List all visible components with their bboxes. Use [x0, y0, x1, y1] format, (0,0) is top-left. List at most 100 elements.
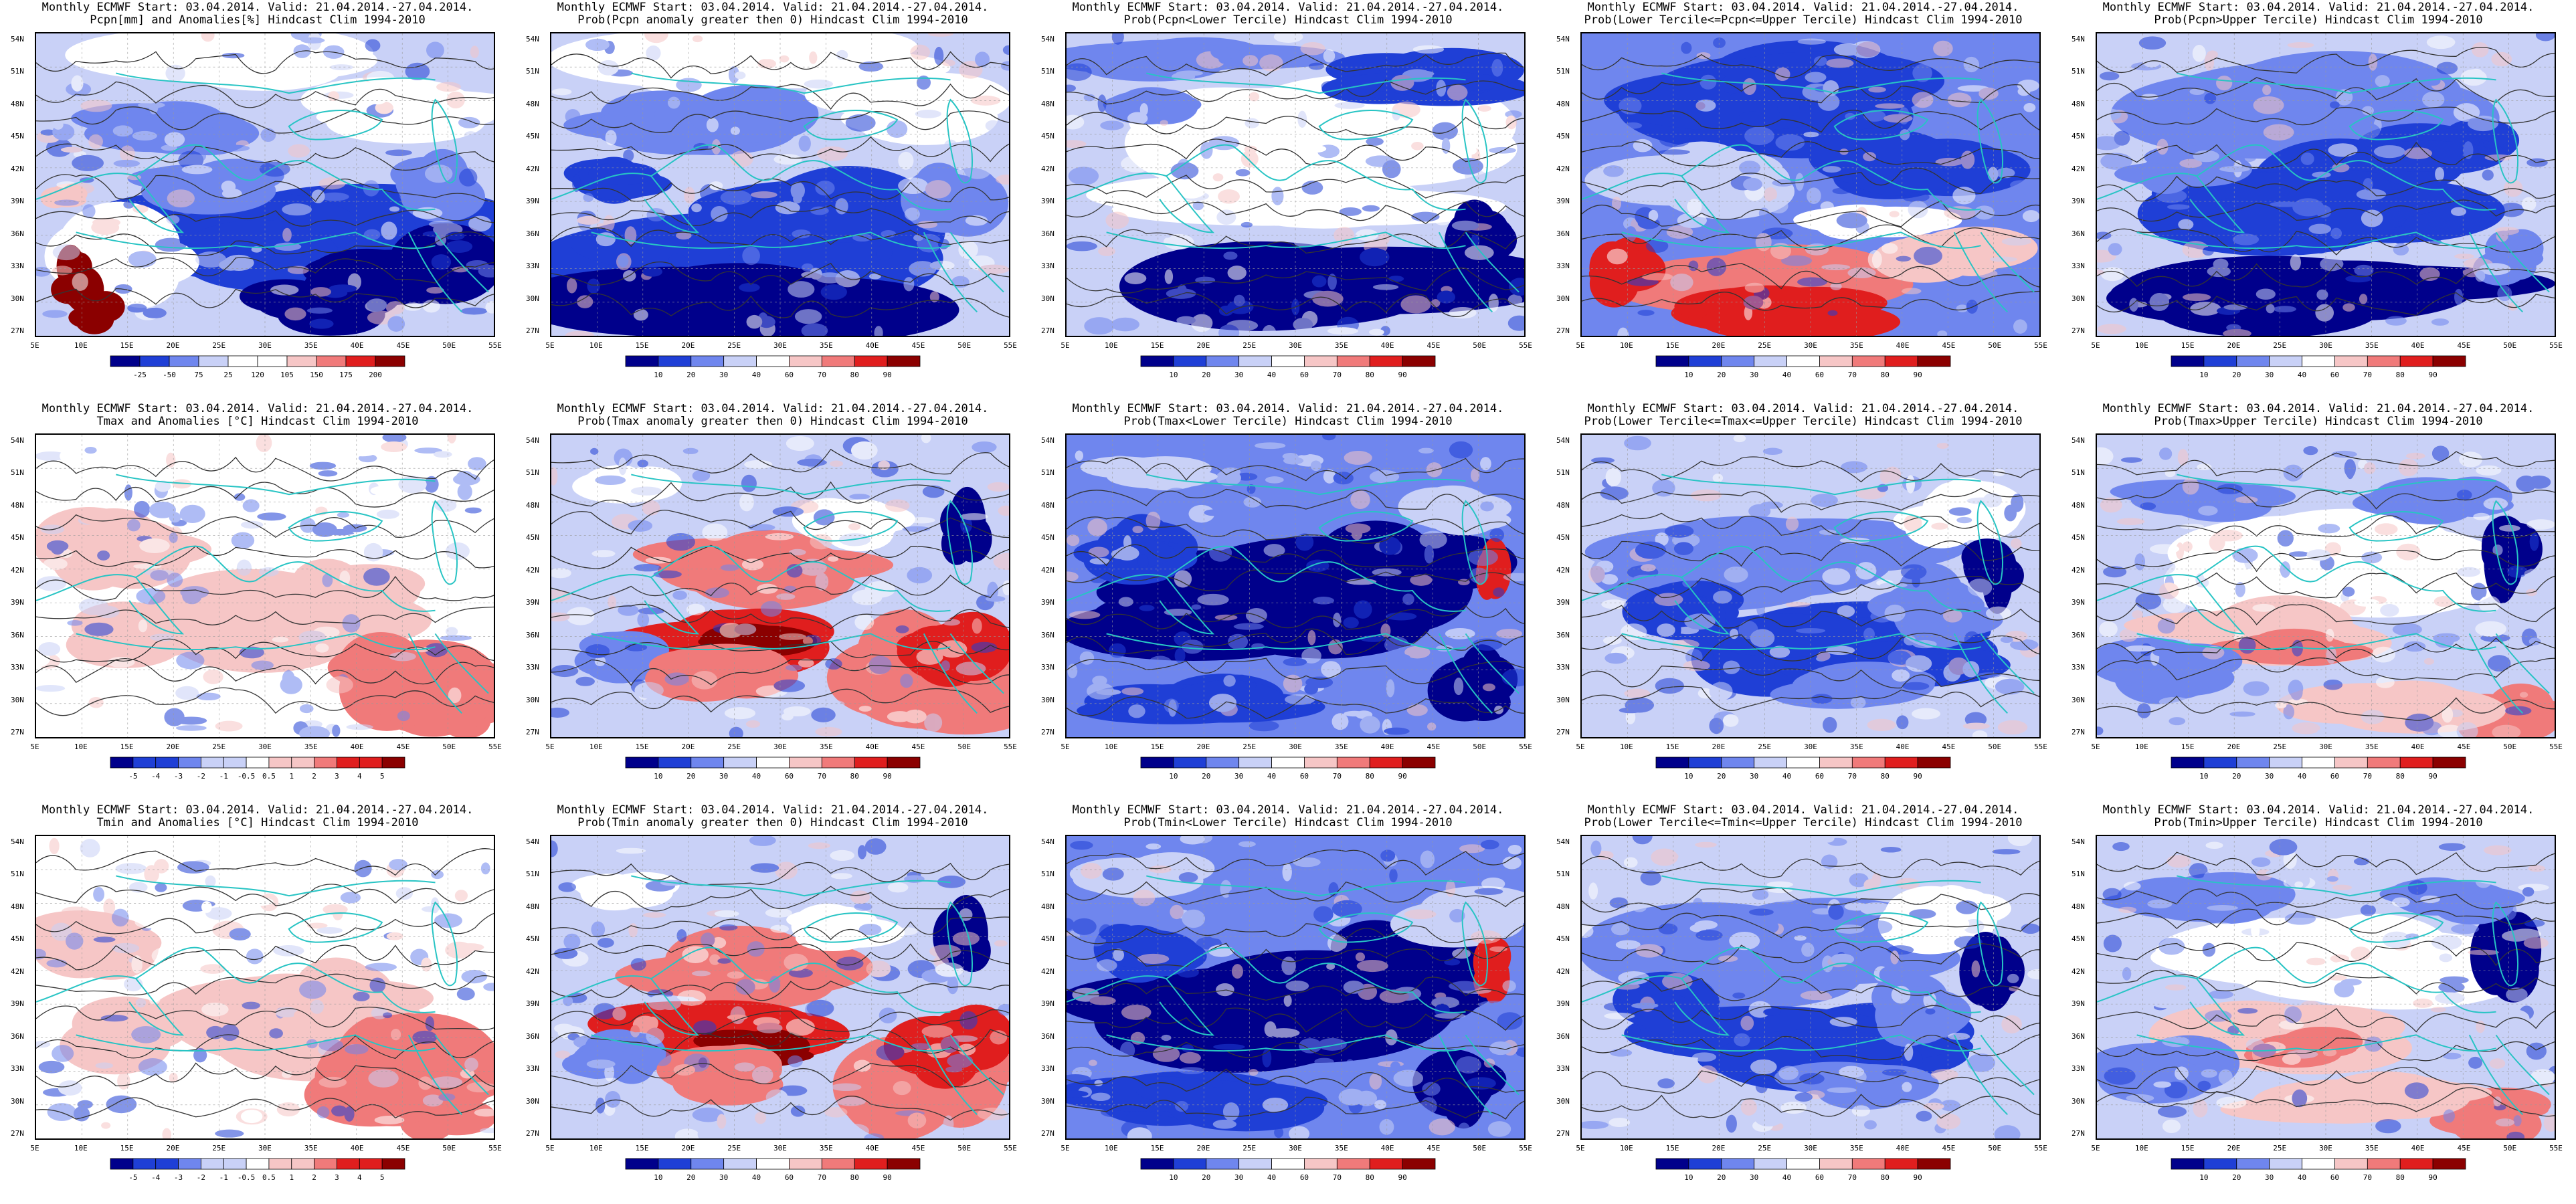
colorbar-tick-label: 60 [1815, 1173, 1825, 1182]
colorbar-tick-label: 30 [1750, 1173, 1759, 1182]
panel-title-line2: Prob(Tmax anomaly greater then 0) Hindca… [577, 415, 968, 428]
longitude-label: 20E [1196, 742, 1210, 751]
longitude-label: 30E [2319, 742, 2332, 751]
colorbar-tick-label: 2 [312, 1173, 316, 1182]
colorbar [1655, 355, 1951, 367]
latitude-label: 54N [11, 837, 24, 846]
latitude-label: 33N [11, 262, 24, 271]
panel-title-line1: Monthly ECMWF Start: 03.04.2014. Valid: … [1587, 803, 2019, 817]
colorbar [625, 1158, 921, 1170]
colorbar [110, 355, 405, 367]
longitude-label: 30E [1289, 1144, 1302, 1152]
longitude-label: 40E [1896, 742, 1910, 751]
latitude-label: 42N [1041, 565, 1054, 575]
colorbar [1140, 757, 1436, 769]
latitude-label: 45N [1556, 533, 1570, 542]
longitude-label: 55E [2549, 742, 2563, 751]
colorbar-tick-label: 80 [1365, 371, 1374, 379]
latitude-label: 30N [1556, 294, 1570, 303]
colorbar-tick-label: 80 [1880, 371, 1890, 379]
longitude-label: 15E [635, 742, 649, 751]
colorbar-tick-label: -3 [173, 772, 183, 781]
panel-title-line2: Prob(Lower Tercile<=Pcpn<=Upper Tercile)… [1584, 13, 2023, 27]
colorbar-tick-label: 60 [1815, 371, 1825, 379]
latitude-label: 42N [11, 565, 24, 575]
colorbar-tick-label: 30 [719, 371, 729, 379]
latitude-label: 45N [2072, 934, 2085, 944]
colorbar-tick-label: 40 [1782, 1173, 1792, 1182]
longitude-label: 45E [911, 1144, 925, 1152]
longitude-label: 55E [488, 742, 502, 751]
longitude-label: 5E [1576, 341, 1585, 350]
latitude-label: 39N [11, 598, 24, 607]
longitude-label: 50E [1988, 1144, 2002, 1152]
longitude-label: 30E [773, 341, 787, 350]
latitude-label: 30N [2072, 1096, 2085, 1106]
latitude-label: 45N [2072, 132, 2085, 141]
map-panel: Monthly ECMWF Start: 03.04.2014. Valid: … [1546, 401, 2061, 803]
colorbar-tick-label: 10 [654, 1173, 663, 1182]
colorbar-tick-label: 105 [280, 371, 294, 379]
longitude-label: 50E [957, 742, 972, 751]
longitude-label: 30E [258, 1144, 272, 1152]
latitude-label: 39N [1556, 197, 1570, 206]
latitude-label: 36N [2072, 630, 2085, 639]
colorbar-tick-label: -5 [128, 772, 138, 781]
map-panel: Monthly ECMWF Start: 03.04.2014. Valid: … [0, 401, 515, 803]
latitude-label: 27N [1041, 1129, 1054, 1138]
longitude-label: 30E [2319, 341, 2332, 350]
latitude-label: 51N [1041, 468, 1054, 478]
latitude-label: 51N [11, 67, 24, 76]
longitude-label: 40E [2411, 341, 2425, 350]
panel-title-line1: Monthly ECMWF Start: 03.04.2014. Valid: … [2102, 1, 2535, 14]
latitude-label: 54N [526, 35, 539, 43]
colorbar-tick-label: 10 [1169, 772, 1178, 781]
colorbar-tick-label: 90 [1398, 772, 1407, 781]
latitude-label: 42N [1556, 967, 1570, 976]
latitude-label: 54N [1556, 436, 1570, 445]
colorbar-tick-label: 30 [1750, 772, 1759, 781]
longitude-label: 45E [1942, 742, 1956, 751]
longitude-label: 55E [488, 1144, 502, 1152]
colorbar-tick-label: 70 [817, 371, 826, 379]
colorbar-tick-label: 10 [654, 371, 663, 379]
panel-title-line2: Prob(Pcpn anomaly greater then 0) Hindca… [577, 13, 968, 27]
panel-title-line1: Monthly ECMWF Start: 03.04.2014. Valid: … [557, 803, 989, 817]
colorbar-tick-label: 40 [751, 1173, 761, 1182]
colorbar-tick-label: 70 [1332, 371, 1342, 379]
latitude-label: 51N [526, 870, 539, 879]
longitude-label: 20E [2227, 1144, 2241, 1152]
longitude-label: 20E [681, 341, 695, 350]
latitude-label: 48N [1041, 902, 1054, 911]
longitude-label: 35E [819, 1144, 833, 1152]
panel-title-line1: Monthly ECMWF Start: 03.04.2014. Valid: … [1072, 803, 1504, 817]
longitude-label: 20E [1712, 1144, 1726, 1152]
colorbar [1140, 355, 1436, 367]
longitude-label: 35E [1334, 1144, 1348, 1152]
colorbar-tick-label: -1 [219, 772, 228, 781]
latitude-label: 33N [11, 1064, 24, 1074]
longitude-label: 25E [212, 341, 226, 350]
colorbar-tick-label: 20 [2232, 1173, 2241, 1182]
latitude-label: 42N [526, 565, 539, 575]
longitude-label: 5E [30, 341, 39, 350]
longitude-label: 35E [2365, 341, 2379, 350]
colorbar-tick-label: 40 [751, 371, 761, 379]
longitude-label: 10E [589, 1144, 603, 1152]
map-field [1065, 835, 1526, 1140]
longitude-label: 45E [396, 742, 410, 751]
latitude-label: 39N [526, 999, 539, 1009]
colorbar [1655, 1158, 1951, 1170]
longitude-label: 35E [304, 742, 318, 751]
latitude-label: 36N [1556, 229, 1570, 238]
colorbar-tick-label: 30 [1234, 772, 1244, 781]
longitude-label: 20E [2227, 341, 2241, 350]
longitude-label: 40E [865, 341, 879, 350]
latitude-label: 36N [1041, 630, 1054, 639]
longitude-label: 40E [1896, 341, 1910, 350]
latitude-label: 30N [2072, 294, 2085, 303]
map-field [550, 835, 1010, 1140]
longitude-label: 35E [1334, 341, 1348, 350]
longitude-label: 55E [488, 341, 502, 350]
longitude-label: 50E [957, 1144, 972, 1152]
